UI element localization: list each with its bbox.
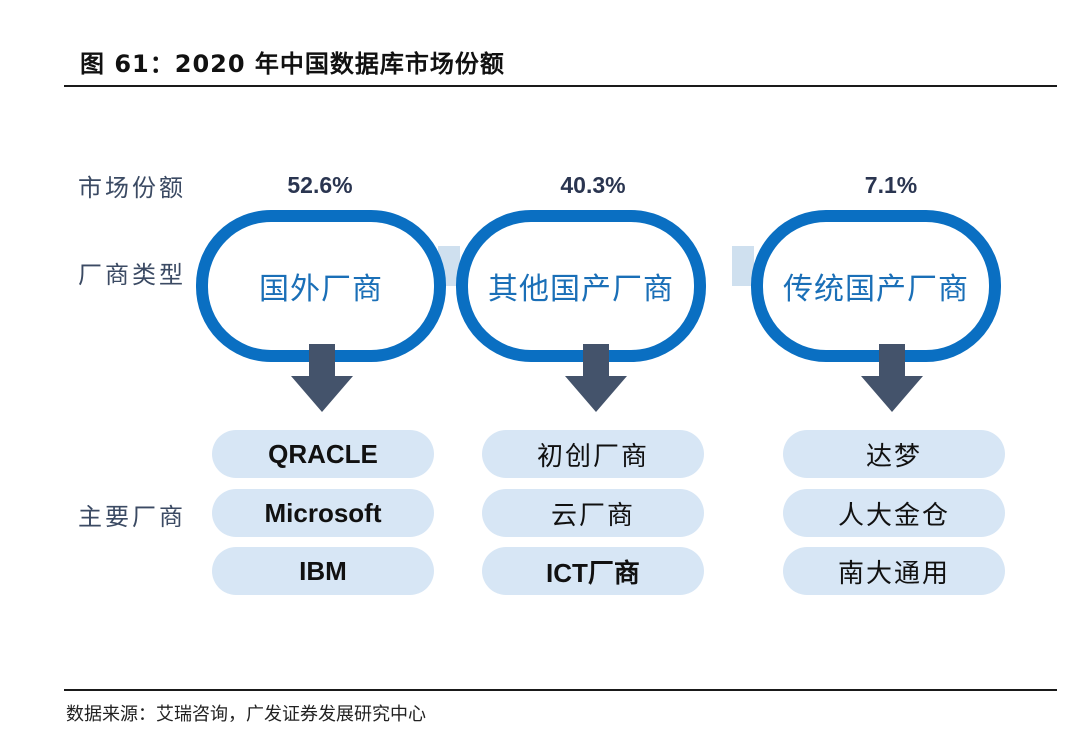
- vendor-type-ring-foreign: 国外厂商: [196, 210, 446, 362]
- vendor-pill: 云厂商: [482, 489, 704, 537]
- vendor-pill: ICT厂商: [482, 547, 704, 595]
- row-label-major-vendors: 主要厂商: [78, 503, 186, 531]
- down-arrow-icon: [861, 344, 923, 412]
- vendor-pill: Microsoft: [212, 489, 434, 537]
- vendor-pill: IBM: [212, 547, 434, 595]
- vendor-type-label: 国外厂商: [259, 272, 383, 307]
- share-value-other-domestic: 40.3%: [560, 172, 626, 198]
- figure-title: 图 61：2020 年中国数据库市场份额: [80, 50, 505, 78]
- ring-connector: [732, 246, 754, 286]
- vendor-pill: 初创厂商: [482, 430, 704, 478]
- vendor-pill: 南大通用: [783, 547, 1005, 595]
- share-value-foreign: 52.6%: [287, 172, 353, 198]
- vendor-pill: QRACLE: [212, 430, 434, 478]
- vendor-type-ring-other-domestic: 其他国产厂商: [456, 210, 706, 362]
- row-label-vendor-type: 厂商类型: [78, 261, 186, 289]
- down-arrow-icon: [291, 344, 353, 412]
- vendor-pill: 达梦: [783, 430, 1005, 478]
- row-label-market-share: 市场份额: [78, 174, 186, 202]
- share-value-traditional-domestic: 7.1%: [864, 172, 918, 198]
- vendor-type-label: 其他国产厂商: [488, 272, 674, 307]
- source-divider: [64, 689, 1057, 691]
- vendor-type-label: 传统国产厂商: [783, 272, 969, 307]
- data-source-note: 数据来源：艾瑞咨询，广发证券发展研究中心: [66, 704, 426, 725]
- title-divider: [64, 85, 1057, 87]
- vendor-type-ring-traditional-domestic: 传统国产厂商: [751, 210, 1001, 362]
- down-arrow-icon: [565, 344, 627, 412]
- vendor-pill: 人大金仓: [783, 489, 1005, 537]
